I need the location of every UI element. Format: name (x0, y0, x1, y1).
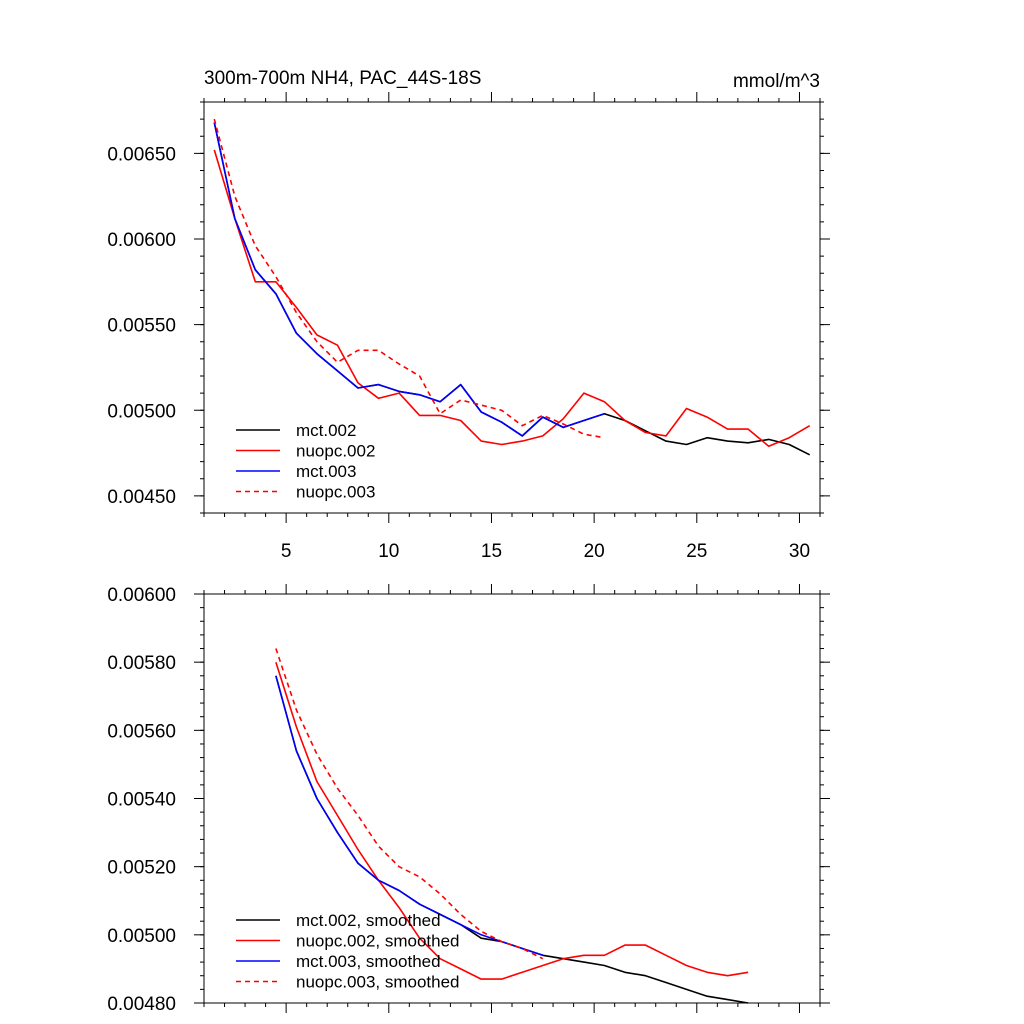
top-panel: 300m-700m NH4, PAC_44S-18S mmol/m^3 0.00… (107, 68, 830, 562)
y-tick-label: 0.00450 (107, 487, 176, 508)
legend-label: mct.002 (296, 421, 356, 440)
legend-label: mct.002, smoothed (296, 911, 441, 930)
series-line-2 (213, 122, 605, 437)
x-tick-label: 10 (378, 541, 399, 562)
legend-label: nuopc.002, smoothed (296, 932, 460, 951)
bottom-legend: mct.002, smoothed nuopc.002, smoothedmct.… (236, 911, 460, 992)
top-panel-title: 300m-700m NH4, PAC_44S-18S (204, 68, 481, 89)
series-line-2 (275, 675, 544, 957)
series-line-3 (275, 648, 544, 960)
y-tick-label: 0.00500 (107, 926, 176, 947)
x-tick-label: 15 (481, 541, 502, 562)
y-tick-label: 0.00600 (107, 585, 176, 606)
x-tick-label: 30 (789, 541, 810, 562)
y-tick-label: 0.00600 (107, 230, 176, 251)
top-series-layer (213, 118, 811, 456)
bottom-x-axis (203, 584, 821, 1013)
y-tick-label: 0.00580 (107, 653, 176, 674)
bottom-series-layer (275, 648, 749, 1004)
legend-label: mct.003 (296, 462, 356, 481)
legend-label: nuopc.003, smoothed (296, 973, 460, 992)
series-line-1 (213, 149, 811, 448)
x-tick-label: 20 (584, 541, 605, 562)
legend-label: nuopc.002 (296, 442, 375, 461)
top-x-axis: 5 10 15 20 25 30 (203, 92, 821, 562)
bottom-y-axis: 0.00480 0.00500 0.00520 0.00540 0.00560 0.005… (107, 585, 830, 1015)
x-tick-label: 25 (686, 541, 707, 562)
legend-label: nuopc.003 (296, 483, 375, 502)
x-tick-label: 5 (281, 541, 292, 562)
series-line-3 (213, 118, 605, 439)
y-tick-label: 0.00560 (107, 721, 176, 742)
y-tick-label: 0.00520 (107, 858, 176, 879)
top-y-axis: 0.00450 0.00500 0.00550 0.00600 0.00650 (107, 101, 830, 514)
y-tick-label: 0.00550 (107, 316, 176, 337)
series-line-1 (275, 661, 749, 980)
series-line-0 (213, 122, 811, 456)
y-tick-label: 0.00500 (107, 401, 176, 422)
top-panel-units: mmol/m^3 (733, 71, 820, 92)
legend-label: mct.003, smoothed (296, 952, 441, 971)
y-tick-label: 0.00650 (107, 144, 176, 165)
bottom-panel: 0.00480 0.00500 0.00520 0.00540 0.00560 0.005… (107, 584, 830, 1015)
y-tick-label: 0.00480 (107, 994, 176, 1015)
y-tick-label: 0.00540 (107, 790, 176, 811)
